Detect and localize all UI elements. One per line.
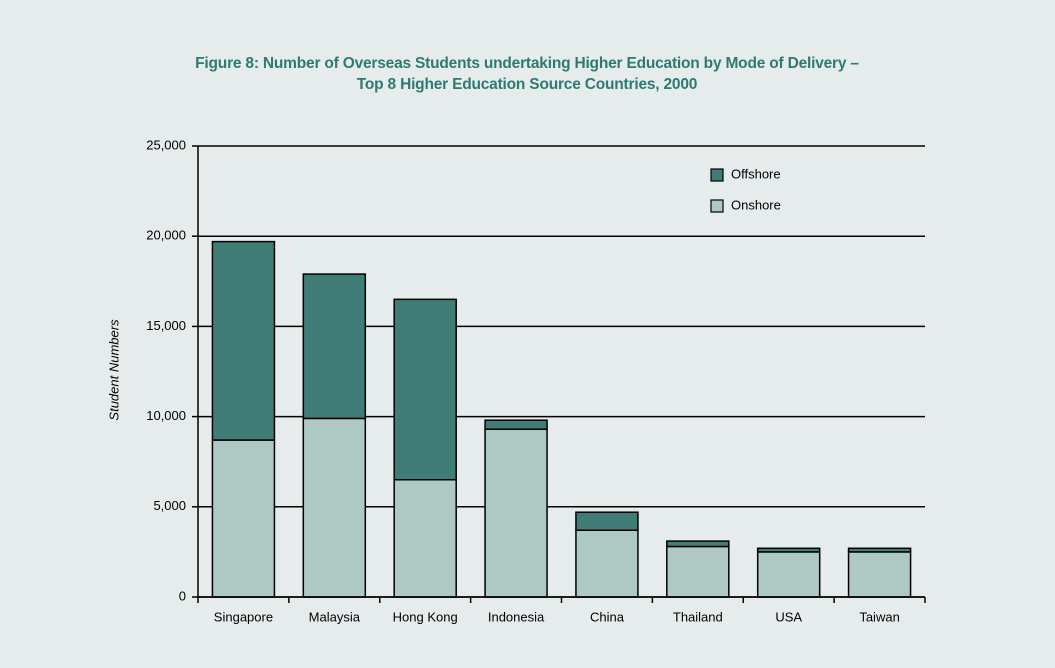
legend-label: Onshore: [731, 197, 781, 212]
bar-segment: [484, 419, 548, 430]
legend-swatch: [710, 199, 724, 213]
bar-segment: [302, 273, 367, 420]
x-tick-label: Singapore: [214, 609, 273, 624]
y-tick-label: 15,000: [146, 318, 186, 333]
bar-segment: [484, 428, 548, 598]
bar-segment: [666, 540, 730, 548]
bar-segment: [575, 529, 639, 598]
x-tick-label: Thailand: [673, 609, 723, 624]
bar-segment: [575, 511, 639, 532]
bar-segment: [847, 547, 912, 553]
bar-segment: [393, 478, 457, 598]
bar-segment: [211, 439, 276, 598]
x-tick-label: Indonesia: [488, 609, 545, 624]
y-axis-label: Student Numbers: [106, 319, 121, 421]
x-tick-label: USA: [775, 609, 802, 624]
bar-segment: [756, 547, 821, 553]
y-tick-label: 25,000: [146, 137, 186, 152]
legend-label: Offshore: [731, 166, 781, 181]
x-tick-label: Taiwan: [859, 609, 899, 624]
bar-segment: [666, 545, 730, 598]
y-tick-label: 0: [179, 588, 186, 603]
y-tick-label: 5,000: [153, 498, 186, 513]
bar-segment: [211, 240, 276, 441]
chart-title: Figure 8: Number of Overseas Students un…: [195, 55, 859, 93]
bar-segment: [756, 551, 821, 598]
bar-segment: [393, 298, 457, 481]
y-tick-label: 20,000: [146, 228, 186, 243]
x-tick-label: Malaysia: [309, 609, 361, 624]
x-tick-label: China: [590, 609, 625, 624]
legend-swatch: [710, 168, 724, 182]
bar-segment: [847, 551, 912, 598]
x-tick-label: Hong Kong: [393, 609, 458, 624]
y-tick-label: 10,000: [146, 408, 186, 423]
bar-segment: [302, 417, 367, 598]
